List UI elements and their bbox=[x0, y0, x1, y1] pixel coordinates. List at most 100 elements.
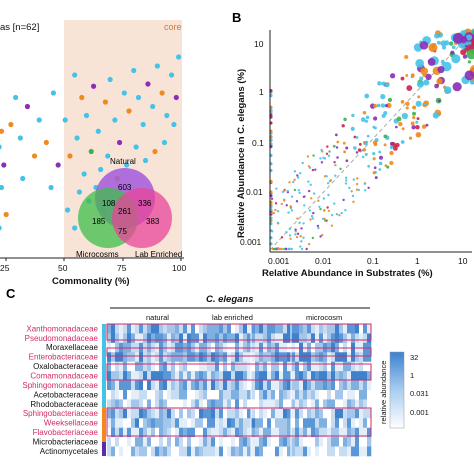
heatmap-cell bbox=[139, 418, 144, 429]
heatmap-cell bbox=[303, 399, 308, 410]
panel-b-point bbox=[309, 183, 312, 186]
panel-b-point bbox=[372, 125, 376, 129]
heatmap-cell bbox=[235, 437, 240, 447]
panel-a-point bbox=[142, 157, 149, 164]
heatmap-cell bbox=[199, 380, 204, 391]
heatmap-cell bbox=[279, 408, 284, 419]
panel-b-point bbox=[293, 178, 296, 182]
heatmap-cell bbox=[231, 324, 236, 334]
heatmap-cell bbox=[323, 408, 328, 419]
heatmap-cell bbox=[319, 408, 324, 419]
panel-a: core as [n=62] Natural Microcosms Lab En… bbox=[0, 20, 186, 287]
heatmap-cell bbox=[107, 427, 112, 438]
panel-b-point bbox=[302, 236, 305, 239]
heatmap-cell bbox=[355, 408, 360, 419]
heatmap-cell bbox=[199, 352, 204, 363]
heatmap-cell bbox=[239, 399, 244, 410]
heatmap-cell bbox=[127, 418, 132, 429]
heatmap-cell bbox=[175, 361, 180, 372]
heatmap-cell bbox=[283, 390, 288, 400]
panel-b-point bbox=[307, 189, 311, 193]
heatmap-cell bbox=[155, 333, 160, 344]
heatmap-cell bbox=[119, 352, 124, 363]
heatmap-cell bbox=[311, 380, 316, 391]
heatmap-cell bbox=[179, 427, 184, 438]
panel-a-xtick-label-25: 25 bbox=[0, 263, 10, 273]
heatmap-cell bbox=[191, 390, 196, 400]
panel-b-point bbox=[355, 182, 359, 186]
panel-c-letter: C bbox=[6, 286, 16, 301]
heatmap-cell bbox=[139, 390, 144, 400]
heatmap-cell bbox=[327, 361, 332, 372]
heatmap-cell bbox=[183, 390, 188, 400]
heatmap-cell bbox=[171, 427, 176, 438]
panel-b-point bbox=[326, 206, 329, 209]
panel-b-point bbox=[299, 245, 302, 248]
heatmap-cell bbox=[287, 408, 292, 419]
panel-b-point bbox=[372, 171, 376, 175]
panel-a-point bbox=[0, 184, 5, 191]
heatmap-cell bbox=[339, 418, 344, 429]
heatmap-cell bbox=[207, 390, 212, 400]
heatmap-cell bbox=[115, 324, 120, 334]
heatmap-cell bbox=[283, 427, 288, 438]
heatmap-cell bbox=[115, 427, 120, 438]
heatmap-cell bbox=[147, 399, 152, 410]
panel-a-point bbox=[0, 128, 5, 134]
heatmap-cell bbox=[287, 361, 292, 372]
heatmap-cell bbox=[247, 446, 252, 457]
panel-b-point bbox=[332, 144, 336, 148]
heatmap-cell bbox=[275, 324, 280, 334]
heatmap-cell bbox=[303, 446, 308, 457]
panel-b-point bbox=[373, 142, 378, 147]
panel-a-point bbox=[164, 112, 170, 119]
panel-b-point bbox=[465, 34, 473, 41]
heatmap-cell bbox=[223, 324, 228, 334]
panel-a-point bbox=[72, 72, 78, 78]
heatmap-row-label: Sphingobacteriaceae bbox=[23, 409, 99, 418]
heatmap-cell bbox=[255, 427, 260, 438]
heatmap-cell bbox=[247, 352, 252, 363]
heatmap-cell bbox=[219, 333, 224, 344]
heatmap-cell bbox=[131, 371, 136, 381]
heatmap-cell bbox=[219, 399, 224, 410]
heatmap-cell bbox=[183, 380, 188, 391]
heatmap-cell bbox=[303, 418, 308, 429]
heatmap-cell bbox=[159, 427, 164, 438]
panel-b-point bbox=[437, 65, 445, 74]
heatmap-cell bbox=[195, 427, 200, 438]
heatmap-cell bbox=[363, 352, 368, 363]
heatmap-cell bbox=[183, 361, 188, 372]
heatmap-cell bbox=[359, 437, 364, 447]
heatmap-cell bbox=[255, 437, 260, 447]
heatmap-cell bbox=[235, 446, 240, 457]
panel-b-point bbox=[274, 202, 278, 205]
heatmap-cell bbox=[351, 446, 356, 457]
heatmap-cell bbox=[235, 324, 240, 334]
heatmap-cell bbox=[223, 408, 228, 419]
heatmap-cell bbox=[315, 446, 320, 457]
heatmap-cell bbox=[235, 418, 240, 429]
heatmap-cell bbox=[123, 390, 128, 400]
heatmap-cell bbox=[339, 324, 344, 334]
heatmap-cell bbox=[307, 408, 312, 419]
heatmap-row-label: Moraxellaceae bbox=[46, 343, 99, 352]
heatmap-cell bbox=[259, 446, 264, 457]
heatmap-cell bbox=[135, 437, 140, 447]
heatmap-cell bbox=[151, 352, 156, 363]
heatmap-cell bbox=[363, 437, 368, 447]
heatmap-cell bbox=[247, 333, 252, 344]
venn-value-microcosms: 185 bbox=[92, 217, 106, 226]
heatmap-cell bbox=[147, 437, 152, 447]
heatmap-cell bbox=[131, 437, 136, 447]
panel-b-point bbox=[286, 189, 289, 193]
heatmap-cell bbox=[139, 371, 144, 381]
heatmap-cell bbox=[311, 361, 316, 372]
heatmap-cell bbox=[231, 371, 236, 381]
heatmap-cell bbox=[299, 446, 304, 457]
heatmap-cell bbox=[203, 437, 208, 447]
heatmap-cell bbox=[227, 399, 232, 410]
panel-a-point bbox=[176, 54, 182, 60]
panel-b-point bbox=[416, 117, 420, 121]
heatmap-cell bbox=[255, 408, 260, 419]
